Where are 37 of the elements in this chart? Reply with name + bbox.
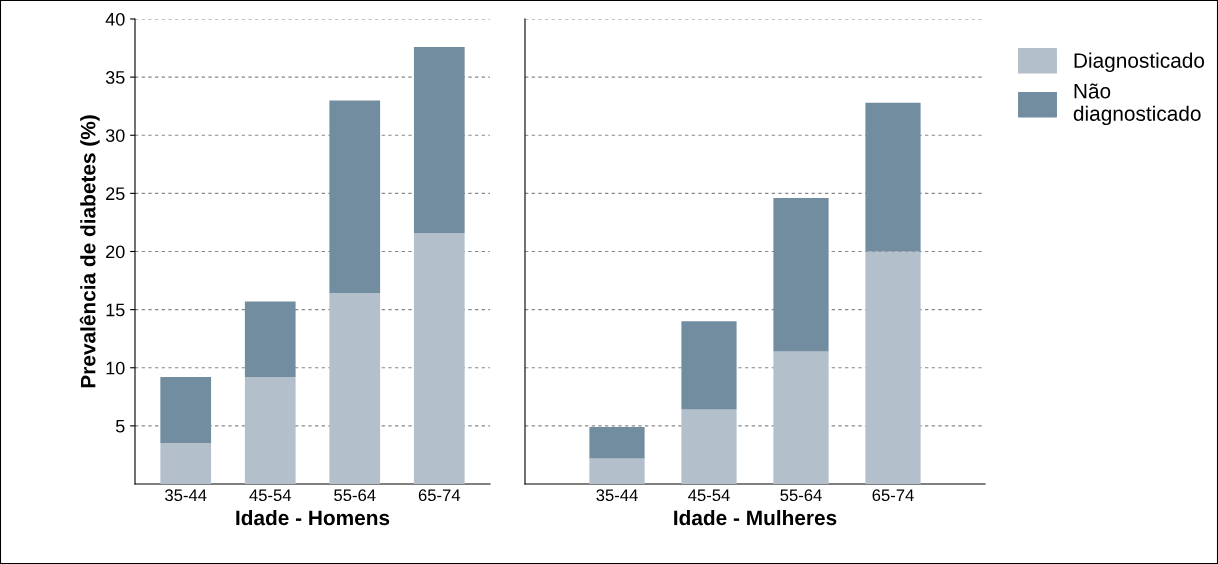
y-tick-label: 10 (106, 361, 125, 375)
x-tick-label: 45-54 (688, 489, 730, 502)
x-tick-label: 35-44 (596, 489, 638, 502)
bar (681, 321, 737, 410)
x-tick-label: 65-74 (872, 489, 914, 502)
y-tick-label: 25 (106, 187, 125, 201)
bar (244, 301, 296, 378)
x-tick-label: 35-44 (165, 489, 207, 502)
bar (244, 377, 296, 484)
bar (773, 351, 829, 484)
y-tick-label: 40 (105, 12, 125, 26)
bar (589, 427, 645, 459)
y-axis-title: Prevalência de diabetes (%) (79, 115, 100, 388)
y-tick-label: 30 (105, 129, 125, 142)
y-tick-label: 15 (106, 303, 125, 317)
legend-label: Não diagnosticado (1073, 83, 1201, 126)
y-tick-label: 5 (115, 420, 125, 433)
bar (160, 443, 212, 484)
bar (773, 198, 829, 352)
x-tick-label: 65-74 (418, 489, 461, 502)
x-tick-label: 55-64 (334, 489, 376, 502)
bar (329, 293, 381, 484)
x-axis-title: Idade - Homens (236, 509, 390, 526)
legend-label: Diagnosticado (1074, 52, 1205, 73)
x-axis-title: Idade - Mulheres (674, 509, 837, 526)
x-tick-label: 55-64 (780, 489, 822, 502)
bar (865, 102, 921, 252)
y-tick-label: 20 (106, 245, 125, 259)
bar (329, 100, 381, 294)
bar (589, 458, 645, 484)
x-tick-label: 45-54 (249, 489, 292, 502)
bar (160, 377, 212, 444)
bar (681, 409, 737, 484)
bar (865, 251, 921, 484)
y-tick-label: 35 (105, 71, 125, 84)
bar (413, 232, 465, 484)
bar (413, 46, 465, 233)
